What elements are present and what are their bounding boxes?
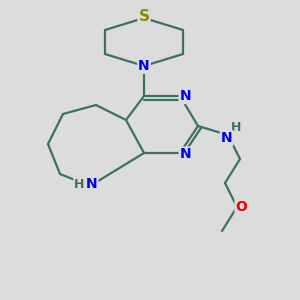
Text: N: N (86, 178, 97, 191)
Text: N: N (180, 148, 191, 161)
Text: O: O (236, 200, 247, 214)
Text: N: N (221, 131, 232, 145)
Text: S: S (139, 9, 149, 24)
Text: N: N (180, 89, 191, 103)
Text: H: H (231, 121, 242, 134)
Text: N: N (138, 59, 150, 73)
Text: H: H (74, 178, 85, 191)
